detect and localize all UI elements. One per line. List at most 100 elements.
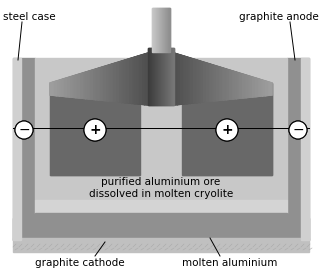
Bar [149,48,150,105]
Bar [171,48,172,105]
Circle shape [289,121,307,139]
Bar [301,58,309,240]
Polygon shape [246,75,249,98]
Bar [165,48,166,105]
Polygon shape [122,60,125,103]
Circle shape [84,119,106,141]
Polygon shape [60,79,63,96]
Polygon shape [99,67,102,100]
Text: +: + [221,123,233,137]
Bar [169,48,170,105]
Polygon shape [204,62,207,102]
Polygon shape [265,81,269,96]
Polygon shape [50,82,53,95]
Polygon shape [259,79,262,96]
Text: −: − [292,123,304,137]
Bar [157,48,158,105]
Polygon shape [174,53,177,105]
Bar [154,48,155,105]
Polygon shape [194,59,197,103]
Bar [154,48,155,105]
Bar [167,8,168,52]
Bar [166,48,167,105]
Polygon shape [89,70,92,99]
Polygon shape [210,64,213,101]
Bar [169,8,170,52]
Bar [169,48,170,105]
Bar [155,8,156,52]
Bar [166,48,167,105]
Bar [169,8,170,52]
Polygon shape [128,58,132,103]
Bar [140,105,182,175]
Polygon shape [213,65,216,101]
Bar [148,48,149,105]
Polygon shape [63,78,66,97]
Polygon shape [73,75,76,98]
Polygon shape [220,67,223,100]
Bar [182,83,272,175]
Polygon shape [233,71,236,99]
Polygon shape [132,57,135,104]
Polygon shape [86,71,89,99]
Text: graphite cathode: graphite cathode [35,258,125,268]
Bar [158,48,159,105]
Bar [166,8,167,52]
Polygon shape [132,57,135,104]
Bar [160,48,161,105]
Polygon shape [239,73,242,98]
Polygon shape [256,78,259,97]
Bar [158,8,159,52]
Bar [161,48,162,105]
Polygon shape [141,54,145,105]
Text: −: − [18,123,30,137]
Polygon shape [50,53,272,175]
Polygon shape [135,56,138,104]
Bar [163,8,164,52]
Bar [167,48,168,105]
Polygon shape [125,59,128,103]
Bar [160,8,161,52]
Polygon shape [230,70,233,99]
Polygon shape [138,55,141,104]
Bar [157,8,158,52]
Polygon shape [76,74,80,98]
Polygon shape [204,62,207,102]
Bar [162,8,163,52]
Bar [50,83,140,175]
Bar [161,48,162,105]
Polygon shape [92,69,96,100]
Polygon shape [184,56,187,104]
Bar [154,8,155,52]
Text: graphite anode: graphite anode [239,12,319,22]
Bar [35,213,287,225]
Polygon shape [138,55,141,104]
Bar [161,8,162,52]
Circle shape [15,121,33,139]
Polygon shape [233,71,236,99]
Bar [163,48,164,105]
Polygon shape [141,54,145,105]
Polygon shape [60,79,63,96]
Bar [171,48,172,105]
Bar [151,48,152,105]
Polygon shape [80,73,83,98]
Bar [164,48,165,105]
Polygon shape [200,61,204,102]
Polygon shape [246,75,249,98]
Bar [165,8,166,52]
Polygon shape [92,69,96,100]
Bar [156,48,157,105]
Polygon shape [187,57,190,104]
Bar [156,48,157,105]
Polygon shape [83,72,86,99]
Bar [155,8,156,52]
Bar [150,48,151,105]
Bar [153,48,154,105]
Bar [158,48,159,105]
Polygon shape [236,72,239,99]
Polygon shape [223,68,226,100]
Polygon shape [223,68,226,100]
Polygon shape [210,64,213,101]
Bar [148,48,149,105]
